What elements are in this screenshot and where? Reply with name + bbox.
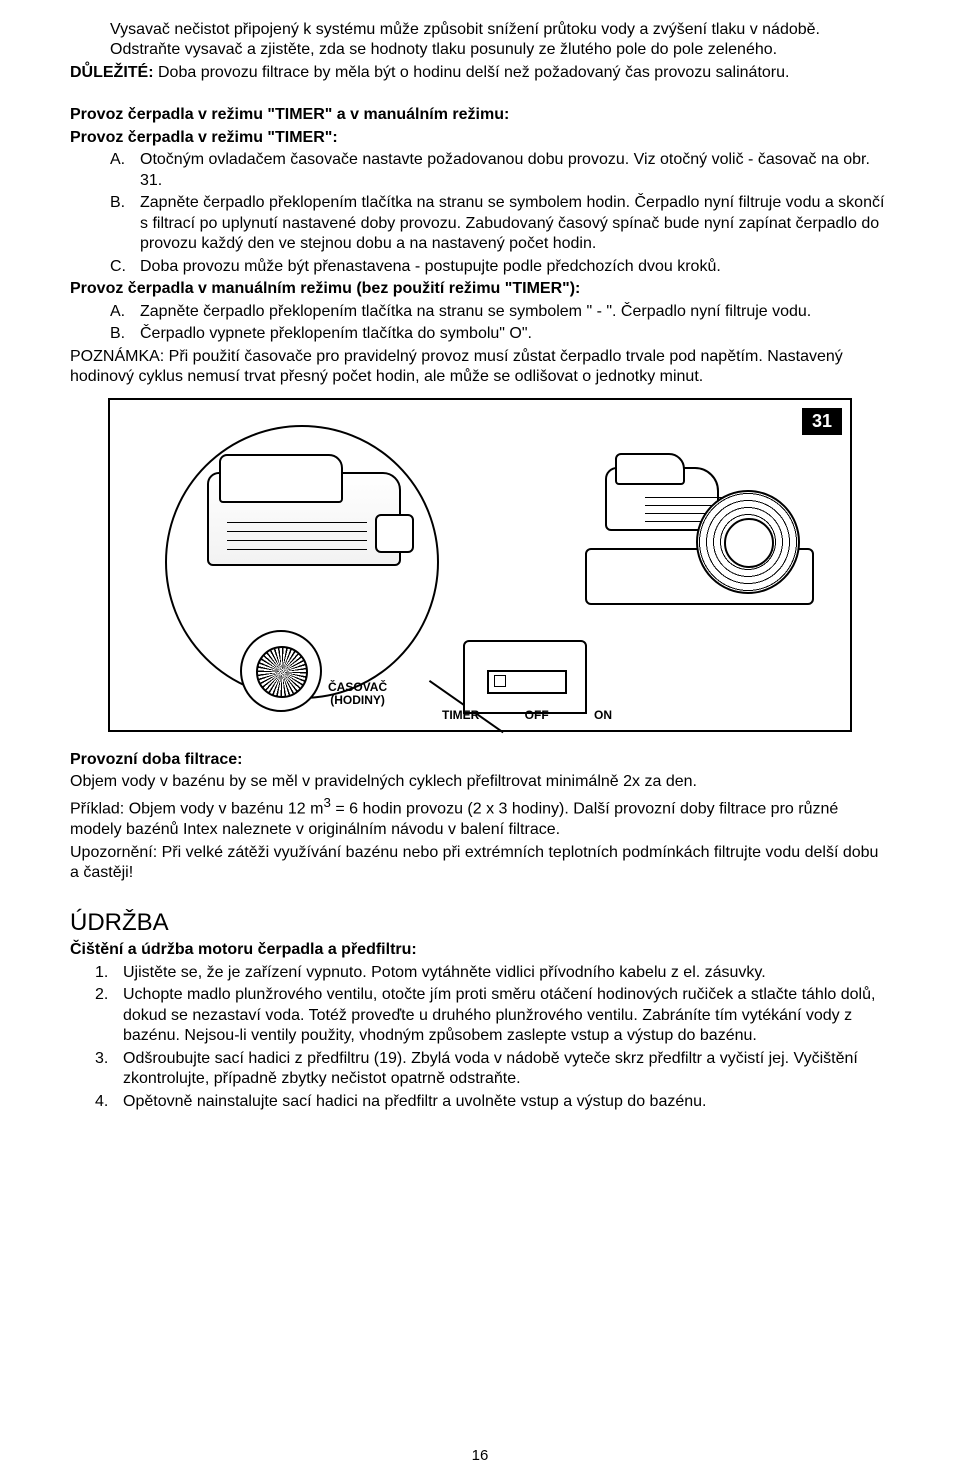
marker-1: 1.: [95, 963, 117, 983]
maint-4-text: Opětovně nainstalujte sací hadici na pře…: [123, 1092, 706, 1112]
runtime-p2: Příklad: Objem vody v bazénu 12 m3 = 6 h…: [70, 794, 890, 840]
switch-housing: [463, 640, 587, 714]
manual-b-text: Čerpadlo vypnete překlopením tlačítka do…: [140, 324, 532, 344]
maint-item-2: 2. Uchopte madlo plunžrového ventilu, ot…: [70, 985, 890, 1046]
switch-slot: [487, 670, 567, 694]
timer-item-a: A. Otočným ovladačem časovače nastavte p…: [70, 150, 890, 191]
switch-label-timer: TIMER: [442, 708, 479, 723]
maint-2-text: Uchopte madlo plunžrového ventilu, otočt…: [123, 985, 890, 1046]
timer-note: POZNÁMKA: Při použití časovače pro pravi…: [70, 347, 890, 388]
manual-a-text: Zapněte čerpadlo překlopením tlačítka na…: [140, 302, 811, 322]
switch-label-on: ON: [594, 708, 612, 723]
marker-ma: A.: [110, 302, 132, 322]
manual-item-b: B. Čerpadlo vypnete překlopením tlačítka…: [70, 324, 890, 344]
marker-2: 2.: [95, 985, 117, 1046]
marker-c: C.: [110, 257, 132, 277]
maint-item-4: 4. Opětovně nainstalujte sací hadici na …: [70, 1092, 890, 1112]
maintenance-sub: Čištění a údržba motoru čerpadla a předf…: [70, 940, 890, 960]
maint-3-text: Odšroubujte sací hadici z předfiltru (19…: [123, 1049, 890, 1090]
dial-label: ČASOVAČ (HODINY): [328, 681, 387, 707]
pump-detail-lines: [227, 522, 367, 558]
marker-3: 3.: [95, 1049, 117, 1090]
switch-labels: TIMER OFF ON: [440, 708, 614, 723]
figure-31: 31 ČASOVAČ (HODINY) TIMER OFF ON: [108, 398, 852, 732]
important-line: DŮLEŽITÉ: Doba provozu filtrace by měla …: [70, 63, 890, 83]
maintenance-heading: ÚDRŽBA: [70, 908, 890, 939]
timer-c-text: Doba provozu může být přenastavena - pos…: [140, 257, 721, 277]
marker-mb: B.: [110, 324, 132, 344]
timer-a-text: Otočným ovladačem časovače nastavte poža…: [140, 150, 890, 191]
switch-illustration: TIMER OFF ON: [440, 640, 610, 700]
intro-paragraph: Vysavač nečistot připojený k systému můž…: [70, 20, 890, 61]
maint-item-1: 1. Ujistěte se, že je zařízení vypnuto. …: [70, 963, 890, 983]
runtime-p1: Objem vody v bazénu by se měl v pravidel…: [70, 772, 890, 792]
dial-label-2: (HODINY): [330, 693, 385, 707]
dial-face: [256, 646, 308, 698]
cubic-exponent: 3: [323, 795, 330, 810]
timer-dial-illustration: [240, 630, 322, 712]
page-number: 16: [0, 1446, 960, 1465]
runtime-p3: Upozornění: Při velké zátěži využívání b…: [70, 843, 890, 884]
timer-item-b: B. Zapněte čerpadlo překlopením tlačítka…: [70, 193, 890, 254]
timer-sub2: Provoz čerpadla v manuálním režimu (bez …: [70, 279, 890, 299]
marker-b: B.: [110, 193, 132, 254]
important-label: DŮLEŽITÉ:: [70, 64, 154, 81]
dial-label-1: ČASOVAČ: [328, 680, 387, 694]
runtime-p2a: Příklad: Objem vody v bazénu 12 m: [70, 801, 323, 818]
important-text: Doba provozu filtrace by měla být o hodi…: [154, 64, 790, 81]
maint-item-3: 3. Odšroubujte sací hadici z předfiltru …: [70, 1049, 890, 1090]
timer-heading: Provoz čerpadla v režimu "TIMER" a v man…: [70, 105, 890, 125]
switch-label-off: OFF: [525, 708, 549, 723]
pump-barrel: [696, 490, 800, 594]
manual-item-a: A. Zapněte čerpadlo překlopením tlačítka…: [70, 302, 890, 322]
marker-a: A.: [110, 150, 132, 191]
pump-side-illustration: [585, 455, 810, 605]
runtime-heading: Provozní doba filtrace:: [70, 750, 890, 770]
marker-4: 4.: [95, 1092, 117, 1112]
figure-badge: 31: [802, 408, 842, 435]
page: Vysavač nečistot připojený k systému můž…: [0, 0, 960, 1483]
timer-sub1: Provoz čerpadla v režimu "TIMER":: [70, 128, 890, 148]
timer-b-text: Zapněte čerpadlo překlopením tlačítka na…: [140, 193, 890, 254]
timer-item-c: C. Doba provozu může být přenastavena - …: [70, 257, 890, 277]
maint-1-text: Ujistěte se, že je zařízení vypnuto. Pot…: [123, 963, 766, 983]
